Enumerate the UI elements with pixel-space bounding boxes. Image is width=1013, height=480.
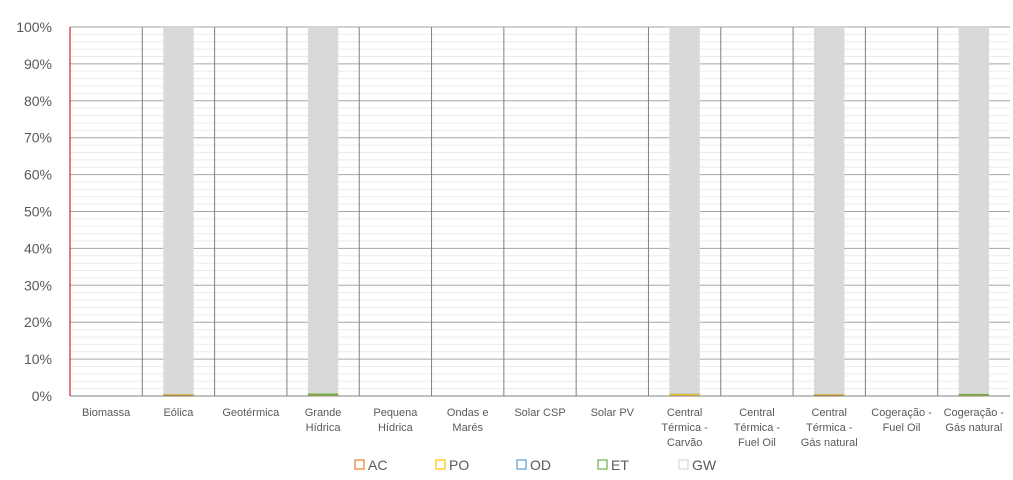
legend-label-od: OD bbox=[530, 457, 551, 473]
y-tick-label: 80% bbox=[24, 93, 52, 109]
x-category-label: Solar PV bbox=[591, 407, 635, 419]
x-category-label-line: Gás natural bbox=[801, 437, 858, 449]
legend-swatch-od bbox=[516, 459, 527, 470]
x-category-label-line: Grande bbox=[305, 407, 342, 419]
bar-segment-po bbox=[669, 394, 700, 396]
x-category-label-line: Central bbox=[739, 407, 774, 419]
x-category-label-line: Hídrica bbox=[306, 422, 342, 434]
legend-swatch-gw bbox=[678, 459, 689, 470]
legend-label-po: PO bbox=[449, 457, 469, 473]
y-tick-label: 10% bbox=[24, 351, 52, 367]
x-category-label-line: Cogeração - bbox=[944, 407, 1005, 419]
bar-segment-gw bbox=[307, 27, 339, 394]
x-category-label: Geotérmica bbox=[222, 407, 280, 419]
x-category-label-line: Hídrica bbox=[378, 422, 414, 434]
y-tick-label: 70% bbox=[24, 130, 52, 146]
bar-segment-gw bbox=[958, 27, 990, 394]
x-category-label-line: Marés bbox=[452, 422, 483, 434]
x-category-label-line: Térmica - bbox=[734, 422, 781, 434]
x-category-label-line: Biomassa bbox=[82, 407, 131, 419]
legend-label-et: ET bbox=[611, 457, 629, 473]
x-category-label: Pequena Hídrica bbox=[373, 407, 418, 434]
bar-segment-gw bbox=[814, 27, 845, 395]
y-tick-label: 0% bbox=[32, 388, 52, 404]
bar-segment-ac bbox=[163, 394, 194, 396]
x-category-label-line: Ondas e bbox=[447, 407, 489, 419]
x-category-label-line: Térmica - bbox=[661, 422, 708, 434]
x-category-label-line: Central bbox=[667, 407, 702, 419]
x-category-label-line: Fuel Oil bbox=[738, 437, 776, 449]
legend-swatch-et bbox=[597, 459, 608, 470]
y-axis-tick-labels: 0% 10% 20% 30% 40% 50% 60% 70% 80% 90% 100% bbox=[16, 19, 52, 404]
bar-segment-et bbox=[307, 393, 339, 396]
y-tick-label: 90% bbox=[24, 56, 52, 72]
y-tick-label: 20% bbox=[24, 314, 52, 330]
x-category-label: Solar CSP bbox=[514, 407, 565, 419]
x-category-label: Central Térmica - Gás natural bbox=[801, 407, 858, 449]
x-category-label: Central Térmica - Carvão bbox=[661, 407, 708, 449]
bar-segment-gw bbox=[669, 27, 700, 394]
x-category-label-line: Carvão bbox=[667, 437, 702, 449]
x-axis-category-labels: Biomassa Eólica Geotérmica Grande HídricaPeq… bbox=[82, 407, 1004, 449]
x-category-label-line: Geotérmica bbox=[222, 407, 280, 419]
x-category-label: Cogeração - Fuel Oil bbox=[871, 407, 932, 434]
bar-stacks bbox=[163, 27, 990, 396]
y-tick-label: 100% bbox=[16, 19, 52, 35]
minor-gridlines bbox=[70, 33, 1010, 390]
y-tick-label: 60% bbox=[24, 167, 52, 183]
x-category-label: Central Térmica - Fuel Oil bbox=[734, 407, 781, 449]
y-tick-label: 30% bbox=[24, 277, 52, 293]
x-category-label-line: Fuel Oil bbox=[883, 422, 921, 434]
x-category-label: Cogeração - Gás natural bbox=[944, 407, 1005, 434]
x-category-label: Eólica bbox=[163, 407, 194, 419]
major-gridlines bbox=[70, 26, 1010, 396]
legend-swatch-po bbox=[435, 459, 446, 470]
bar-segment-ac bbox=[814, 394, 845, 396]
bar-segment-gw bbox=[163, 27, 194, 395]
x-category-label-line: Pequena bbox=[373, 407, 418, 419]
x-category-label-line: Solar PV bbox=[591, 407, 635, 419]
legend: AC PO OD ET GW bbox=[354, 457, 717, 473]
x-category-label: Grande Hídrica bbox=[305, 407, 342, 434]
legend-label-gw: GW bbox=[692, 457, 717, 473]
x-category-label-line: Térmica - bbox=[806, 422, 853, 434]
axis-lines bbox=[69, 27, 1010, 397]
x-category-label-line: Gás natural bbox=[945, 422, 1002, 434]
x-category-label: Biomassa bbox=[82, 407, 131, 419]
legend-label-ac: AC bbox=[368, 457, 387, 473]
y-tick-label: 50% bbox=[24, 204, 52, 220]
bar-segment-et bbox=[958, 393, 990, 396]
y-tick-label: 40% bbox=[24, 240, 52, 256]
x-category-label-line: Solar CSP bbox=[514, 407, 565, 419]
x-category-label: Ondas e Marés bbox=[447, 407, 489, 434]
legend-swatch-ac bbox=[354, 459, 365, 470]
x-category-label-line: Eólica bbox=[163, 407, 194, 419]
x-category-label-line: Cogeração - bbox=[871, 407, 932, 419]
x-category-label-line: Central bbox=[811, 407, 846, 419]
